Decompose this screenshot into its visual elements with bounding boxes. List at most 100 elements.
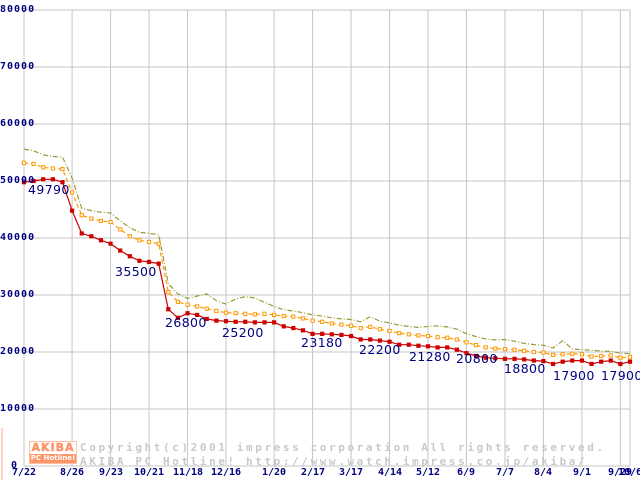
average-price-line-marker [79, 213, 84, 218]
copyright-line-2: AKIBA PC Hotline! http://www.watch.impre… [80, 454, 588, 468]
x-axis-tick: 12/16 [210, 467, 242, 478]
low-price-line-marker [175, 315, 181, 320]
low-price-line-marker [397, 342, 402, 347]
average-price-line-marker [397, 331, 402, 336]
average-price-line-marker [531, 349, 536, 355]
x-axis-tick: 6/9 [456, 467, 476, 478]
average-price-line-marker [473, 343, 479, 348]
average-price-line-marker [550, 352, 556, 357]
average-price-line-marker [243, 311, 248, 316]
x-axis-tick: 8/4 [533, 467, 553, 478]
price-annotation: 17900 [601, 368, 640, 383]
low-price-line-marker [387, 339, 392, 344]
low-price-line-marker [599, 359, 604, 364]
y-axis-tick: 20000 [0, 346, 36, 357]
price-annotation: 35500 [115, 264, 157, 279]
low-price-line-marker [243, 319, 248, 324]
low-price-line-marker [368, 337, 373, 342]
low-price-line-marker [358, 337, 363, 342]
low-price-line-marker [483, 355, 488, 360]
average-price-line-marker [252, 312, 257, 317]
low-price-line-marker [339, 332, 344, 337]
low-price-line-marker [570, 358, 575, 363]
low-price-line-marker [454, 347, 459, 352]
low-price-line-marker [522, 357, 527, 362]
high-price-line [23, 148, 631, 355]
average-price-line-marker [108, 219, 113, 225]
average-price-line-marker [570, 351, 575, 356]
low-price-line-marker [137, 258, 142, 263]
copyright-line-1: Copyright(c)2001 impress corporation All… [80, 441, 606, 454]
average-price-line-marker [435, 335, 440, 340]
low-price-line-marker [166, 307, 171, 312]
y-axis-tick: 0 [10, 460, 18, 471]
low-price-line-marker [31, 178, 36, 184]
average-price-line-marker [627, 355, 633, 360]
average-price-line-marker [214, 308, 219, 314]
average-price-line-marker [271, 312, 277, 318]
x-axis-tick: 10/21 [133, 467, 165, 478]
low-price-line-marker [127, 254, 132, 259]
left-edge-artifact [1, 428, 3, 480]
low-price-line-marker [579, 358, 585, 363]
average-price-line-marker [445, 335, 450, 340]
copyright-watermark: Copyright(c)2001 impress corporation All… [80, 441, 606, 468]
average-price-line-marker [60, 166, 65, 172]
price-annotation: 21280 [409, 349, 451, 364]
low-price-line-marker [608, 358, 613, 363]
akiba-pc-hotline-logo: AKIBA PC Hotline! [29, 441, 77, 464]
low-price-line-marker [377, 338, 383, 343]
average-price-line-marker [618, 355, 623, 360]
low-price-line-marker [320, 331, 325, 336]
average-price-line-marker [204, 306, 209, 311]
low-price-line-marker [512, 356, 517, 361]
low-price-line-marker [589, 361, 594, 367]
x-axis-tick: 9/23 [98, 467, 124, 478]
y-axis-tick: 70000 [0, 61, 36, 72]
low-price-line-marker [300, 328, 306, 333]
low-price-line-marker [281, 324, 286, 329]
low-price-line-marker [79, 231, 84, 236]
low-price-line-marker [262, 320, 267, 325]
average-price-line-marker [185, 302, 190, 307]
x-axis-tick: 7/22 [11, 467, 37, 478]
low-price-line-marker [550, 361, 556, 367]
average-price-line-marker [502, 347, 508, 352]
average-price-line-marker [69, 190, 75, 195]
x-axis-tick: 11/18 [172, 467, 204, 478]
low-price-line-marker [531, 358, 536, 363]
x-axis-tick: 9/29 [607, 467, 633, 478]
average-price-line-marker [41, 165, 46, 170]
average-price-line-marker [291, 314, 296, 319]
low-price-line-marker [502, 356, 508, 361]
y-axis-tick: 40000 [0, 232, 36, 243]
low-price-line-marker [223, 319, 229, 324]
low-price-line-marker [464, 351, 469, 356]
low-price-line-marker [185, 311, 190, 316]
average-price-line-marker [425, 333, 431, 339]
average-price-line-marker [348, 323, 354, 328]
average-price-line-marker [541, 350, 546, 355]
x-axis-tick: 9/1 [572, 467, 592, 478]
low-price-line-marker [435, 345, 440, 350]
average-price-line-marker [454, 337, 459, 342]
average-price-line-marker [377, 327, 383, 332]
average-price-line [23, 162, 631, 359]
low-price-line-marker [252, 320, 257, 325]
average-price-line-marker [175, 299, 181, 304]
average-price-line-marker [522, 348, 527, 353]
x-axis-tick: 10/6 [617, 467, 640, 478]
low-price-line-marker [50, 177, 55, 182]
price-annotation: 26800 [165, 315, 207, 330]
low-price-line-marker [98, 238, 104, 243]
average-price-line-marker [89, 216, 94, 221]
average-price-line-marker [166, 290, 171, 295]
low-price-line-marker [310, 331, 315, 336]
average-price-line-marker [560, 352, 565, 357]
average-price-line-marker [98, 218, 104, 224]
logo-akiba-text: AKIBA [30, 441, 76, 454]
low-price-line-marker [60, 180, 65, 185]
low-price-line-marker [493, 356, 498, 361]
